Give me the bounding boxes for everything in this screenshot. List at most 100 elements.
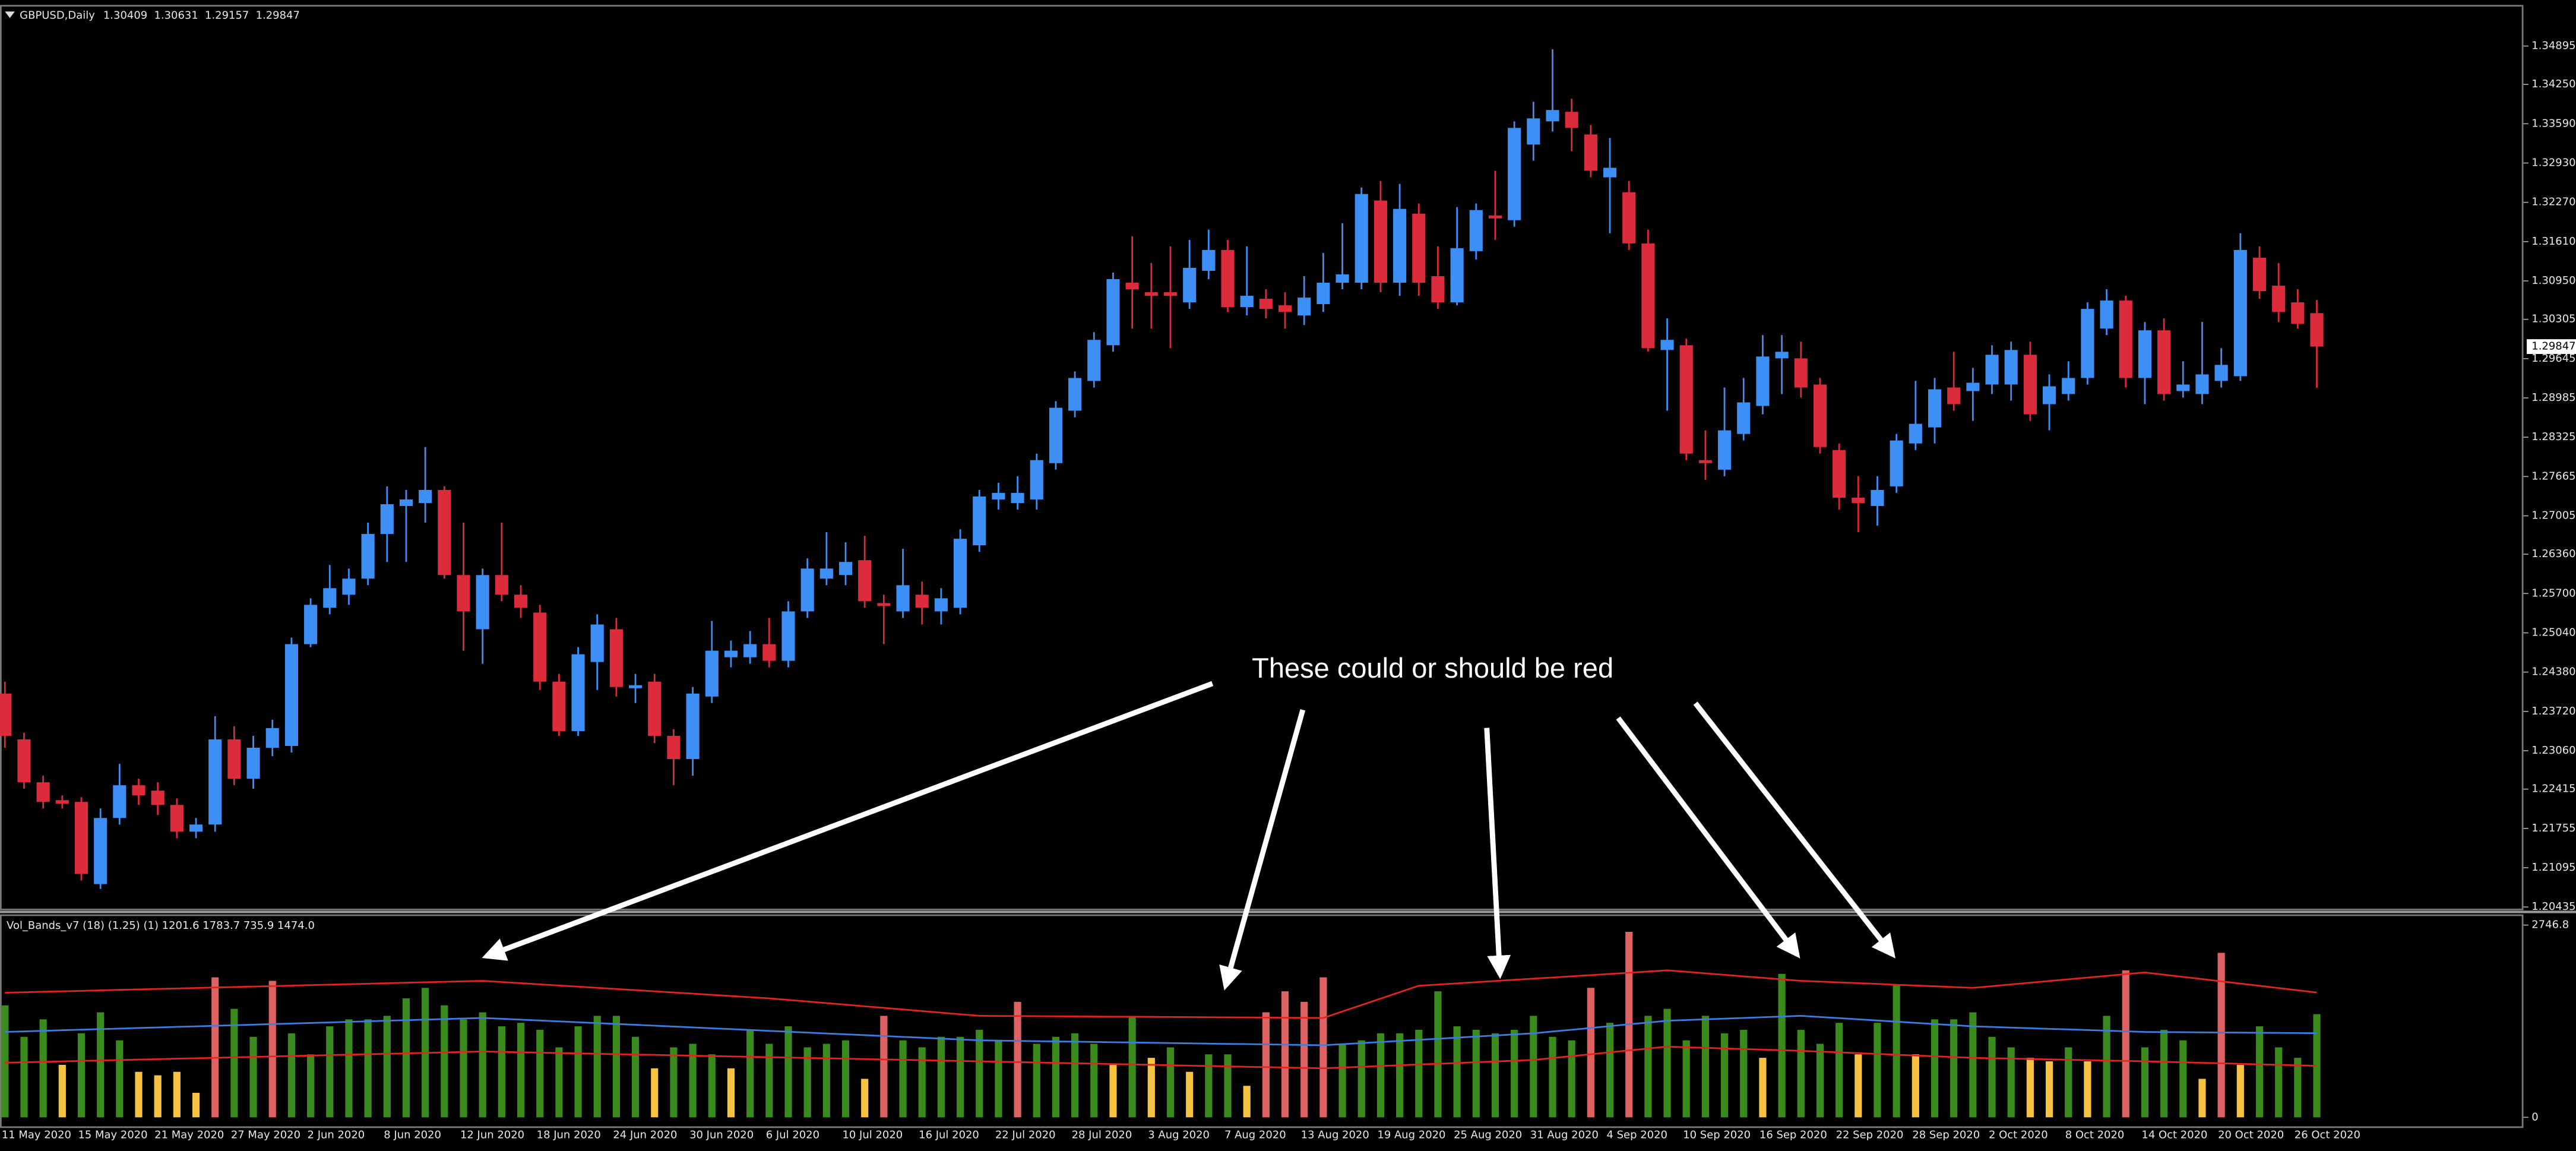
candle-body bbox=[1259, 299, 1273, 309]
y-tick-label: 1.27665 bbox=[2531, 470, 2575, 482]
candle-body bbox=[1278, 305, 1292, 312]
volume-bar bbox=[574, 1026, 582, 1118]
volume-bar bbox=[1453, 1026, 1461, 1118]
volume-bar bbox=[287, 1033, 296, 1118]
candle-body bbox=[170, 805, 183, 832]
volume-bar bbox=[1663, 1008, 1671, 1118]
volume-bar bbox=[326, 1026, 334, 1118]
candle-body bbox=[915, 595, 929, 608]
candle-body bbox=[2233, 249, 2247, 377]
volume-bar bbox=[517, 1023, 525, 1118]
y-tick-label: 1.34250 bbox=[2531, 78, 2575, 90]
y-tick-label: 1.25700 bbox=[2531, 587, 2575, 599]
candle-body bbox=[2062, 378, 2075, 394]
volume-bar bbox=[1912, 1054, 1919, 1118]
candle-body bbox=[1488, 215, 1502, 219]
volume-bar bbox=[2045, 1061, 2053, 1118]
volume-bar bbox=[1511, 1029, 1518, 1118]
x-tick-label: 2 Oct 2020 bbox=[1989, 1129, 2048, 1141]
volume-bar bbox=[1836, 1023, 1843, 1118]
volume-bar bbox=[1568, 1040, 1575, 1118]
candle-body bbox=[265, 728, 279, 748]
x-tick-label: 14 Oct 2020 bbox=[2141, 1129, 2207, 1141]
volume-bar bbox=[1893, 984, 1900, 1118]
symbol-title: GBPUSD,Daily bbox=[20, 9, 95, 21]
arrow bbox=[1484, 728, 1511, 979]
volume-bar bbox=[1682, 1040, 1690, 1118]
volume-bar bbox=[1491, 1033, 1499, 1118]
candle-body bbox=[2157, 330, 2171, 394]
volume-bar bbox=[1052, 1036, 1060, 1118]
volume-bar bbox=[765, 1044, 773, 1118]
candle-body bbox=[1584, 134, 1597, 171]
candle-body bbox=[1966, 382, 1980, 391]
volume-bar bbox=[1243, 1086, 1251, 1118]
volume-bar bbox=[2275, 1047, 2283, 1118]
volume-bar bbox=[976, 1029, 983, 1118]
candle-body bbox=[1756, 356, 1770, 406]
x-tick-label: 11 May 2020 bbox=[2, 1129, 71, 1141]
x-tick-label: 8 Oct 2020 bbox=[2065, 1129, 2125, 1141]
x-tick-label: 13 Aug 2020 bbox=[1301, 1129, 1369, 1141]
candle-body bbox=[1603, 167, 1617, 178]
candle-body bbox=[457, 575, 470, 612]
candle-body bbox=[934, 598, 948, 612]
volume-bar bbox=[1147, 1058, 1155, 1118]
candle-body bbox=[1106, 279, 1120, 346]
x-tick-label: 10 Jul 2020 bbox=[842, 1129, 903, 1141]
volume-bar bbox=[670, 1047, 678, 1118]
candle-body bbox=[1240, 296, 1254, 308]
candle-body bbox=[858, 560, 872, 602]
y-tick-label: 1.33590 bbox=[2531, 117, 2575, 129]
candle-body bbox=[284, 644, 298, 746]
candle-body bbox=[495, 575, 508, 595]
candle-body bbox=[1679, 345, 1693, 454]
candle-body bbox=[2138, 330, 2152, 378]
volume-bar bbox=[746, 1029, 754, 1118]
candle-body bbox=[2176, 384, 2190, 391]
volume-bar bbox=[2160, 1029, 2168, 1118]
candle-body bbox=[246, 747, 260, 779]
candle-body bbox=[399, 499, 413, 506]
candle-body bbox=[1450, 248, 1464, 303]
volume-bar bbox=[1549, 1036, 1556, 1118]
candle-body bbox=[380, 504, 394, 535]
volume-bar bbox=[1969, 1012, 1977, 1118]
arrow bbox=[482, 681, 1214, 961]
volume-bar bbox=[1530, 1016, 1537, 1118]
volume-bar bbox=[2026, 1058, 2034, 1118]
candle-body bbox=[342, 578, 356, 595]
header-low: 1.29157 bbox=[205, 9, 249, 21]
candle-body bbox=[1909, 423, 1922, 444]
candle-body bbox=[55, 800, 69, 804]
volume-bar bbox=[1224, 1054, 1232, 1118]
header-open: 1.30409 bbox=[103, 9, 147, 21]
volume-bar bbox=[2007, 1047, 2015, 1118]
candle-body bbox=[629, 685, 643, 688]
volume-bar bbox=[173, 1071, 181, 1118]
symbol-header: GBPUSD,Daily 1.30409 1.30631 1.29157 1.2… bbox=[20, 9, 300, 21]
volume-bar bbox=[192, 1093, 200, 1118]
volume-bar bbox=[1950, 1019, 1958, 1118]
candle-body bbox=[1355, 194, 1368, 283]
volume-bar bbox=[230, 1008, 238, 1118]
volume-bar bbox=[803, 1047, 811, 1118]
volume-bar bbox=[1587, 988, 1594, 1118]
volume-bar bbox=[1300, 1001, 1308, 1118]
y-tick-label: 1.29645 bbox=[2531, 352, 2575, 365]
candle-body bbox=[896, 585, 910, 612]
volume-bar bbox=[1720, 1033, 1729, 1118]
last-price-box bbox=[2527, 339, 2576, 355]
candle-body bbox=[1546, 110, 1559, 122]
candle-body bbox=[1011, 492, 1024, 503]
volume-bar bbox=[995, 1040, 1002, 1118]
volume-bar bbox=[1606, 1023, 1614, 1118]
candle-body bbox=[1890, 440, 1903, 486]
candle-body bbox=[189, 824, 203, 832]
y-tick-label: 1.21095 bbox=[2531, 861, 2575, 874]
menu-triangle[interactable] bbox=[5, 11, 15, 18]
candle-body bbox=[819, 568, 833, 579]
y-tick-label: 1.23060 bbox=[2531, 744, 2575, 757]
volume-bar bbox=[2198, 1079, 2206, 1118]
volume-bar bbox=[97, 1012, 105, 1118]
